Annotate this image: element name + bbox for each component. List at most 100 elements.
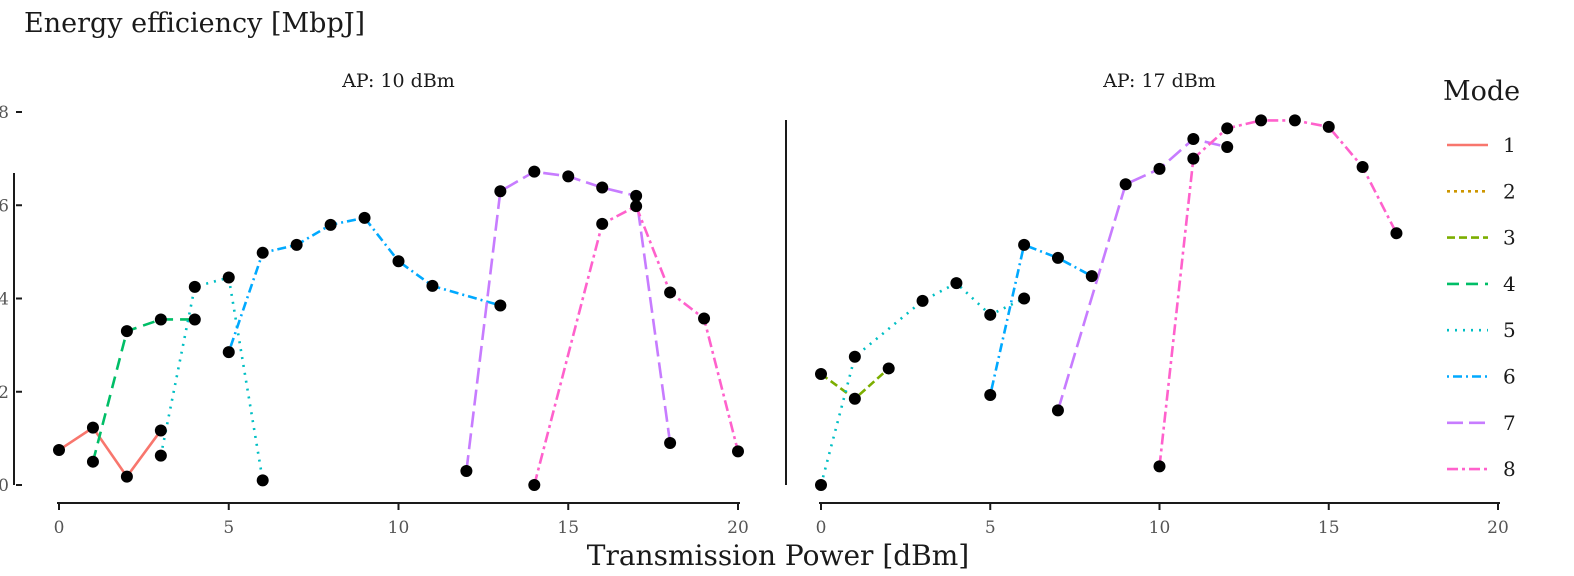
data-point-mode-6	[358, 211, 371, 224]
series-line-mode-4	[91, 318, 195, 463]
data-point-mode-8	[1322, 120, 1335, 133]
data-point-mode-7	[1187, 133, 1200, 146]
x-tick-label: 15	[1318, 518, 1340, 538]
data-point-mode-6	[1051, 251, 1064, 264]
data-point-mode-8	[596, 217, 609, 230]
data-point-mode-4	[154, 313, 167, 326]
series-line-mode-6	[988, 243, 1093, 396]
panel-strip-label: AP: 10 dBm	[341, 70, 455, 92]
y-tick-label: 8	[0, 103, 9, 123]
data-point-mode-7	[528, 165, 541, 178]
data-point-mode-6	[222, 346, 235, 359]
data-point-mode-5	[256, 474, 269, 487]
x-tick-label: 10	[1149, 518, 1171, 538]
data-point-mode-8	[1153, 460, 1166, 473]
x-tick-label: 10	[388, 518, 410, 538]
x-tick-label: 15	[557, 518, 579, 538]
data-point-mode-8	[1255, 114, 1268, 127]
legend-label-mode-5: 5	[1503, 318, 1516, 342]
data-point-mode-7	[460, 465, 473, 478]
legend-title: Mode	[1443, 76, 1521, 107]
panel-strip-label: AP: 17 dBm	[1102, 70, 1216, 92]
data-point-mode-5	[916, 294, 929, 307]
data-point-mode-5	[950, 277, 963, 290]
series-line-mode-8	[533, 204, 740, 486]
data-point-mode-8	[1187, 152, 1200, 165]
data-point-mode-8	[1288, 114, 1301, 127]
legend-label-mode-1: 1	[1503, 133, 1516, 157]
data-point-mode-6	[426, 279, 439, 292]
x-tick-label: 5	[985, 518, 996, 538]
data-point-mode-6	[494, 299, 507, 312]
data-point-mode-7	[562, 170, 575, 183]
data-point-mode-5	[154, 449, 167, 462]
x-axis-title: Transmission Power [dBm]	[586, 539, 970, 572]
legend-label-mode-6: 6	[1503, 365, 1516, 389]
data-point-mode-7	[630, 189, 643, 202]
data-point-mode-6	[1018, 238, 1031, 251]
data-point-mode-8	[698, 312, 711, 325]
x-tick-label: 0	[816, 518, 827, 538]
data-point-mode-5	[984, 308, 997, 321]
data-point-mode-5	[188, 280, 201, 293]
legend: 1 2 3 4 5 6 7 8	[1447, 133, 1516, 481]
y-tick-label: 0	[0, 476, 9, 496]
x-tick-label: 20	[727, 518, 749, 538]
legend-label-mode-3: 3	[1503, 226, 1516, 250]
series-line-mode-8	[1158, 119, 1398, 467]
data-point-mode-3	[815, 368, 827, 381]
data-point-mode-8	[528, 479, 541, 491]
data-point-mode-3	[882, 362, 895, 375]
data-point-mode-1	[53, 444, 65, 457]
series-line-mode-5	[159, 275, 264, 481]
x-tick-label: 20	[1487, 518, 1509, 538]
data-point-mode-5	[848, 350, 861, 363]
data-point-mode-4	[188, 313, 201, 326]
series-line-mode-7	[1056, 137, 1228, 411]
data-point-mode-5	[815, 479, 827, 491]
data-point-mode-8	[1356, 161, 1369, 174]
data-point-mode-6	[290, 238, 303, 251]
data-point-mode-7	[596, 181, 609, 194]
data-point-mode-5	[222, 271, 235, 284]
series-line-mode-1	[58, 425, 162, 479]
legend-label-mode-8: 8	[1503, 457, 1516, 481]
legend-label-mode-2: 2	[1503, 179, 1516, 203]
data-point-mode-7	[1153, 162, 1166, 175]
y-tick-label: 6	[0, 196, 9, 216]
legend-label-mode-4: 4	[1503, 272, 1516, 296]
series-line-mode-6	[227, 216, 501, 353]
data-point-mode-8	[664, 286, 677, 299]
y-tick-label: 4	[0, 290, 9, 310]
data-point-mode-7	[1051, 404, 1064, 417]
data-point-mode-6	[324, 218, 337, 231]
data-point-mode-4	[86, 455, 99, 468]
data-point-mode-7	[1221, 140, 1234, 153]
chart-title: Energy efficiency [MbpJ]	[24, 8, 366, 39]
data-point-mode-6	[256, 246, 269, 259]
data-point-mode-6	[1085, 270, 1098, 283]
panel-2: AP: 17 dBm 0 5 10 15 20	[815, 70, 1509, 538]
panel-1: AP: 10 dBm 0 5 10 15 20	[53, 70, 749, 538]
data-point-mode-3	[848, 392, 861, 405]
data-point-mode-6	[392, 255, 405, 268]
data-point-mode-4	[120, 325, 133, 338]
data-point-mode-7	[664, 437, 677, 450]
legend-label-mode-7: 7	[1503, 411, 1516, 435]
data-point-mode-1	[120, 470, 133, 483]
data-point-mode-5	[1018, 292, 1031, 305]
y-tick-label: 2	[0, 383, 9, 403]
data-point-mode-8	[1390, 227, 1403, 240]
data-point-mode-1	[86, 421, 99, 434]
data-point-mode-8	[732, 445, 744, 458]
data-point-mode-1	[154, 424, 167, 437]
x-tick-label: 0	[54, 518, 65, 538]
data-point-mode-8	[630, 200, 643, 213]
data-point-mode-7	[1119, 178, 1132, 191]
x-tick-label: 5	[223, 518, 234, 538]
y-axis: 0 2 4 6 8	[0, 103, 22, 496]
data-point-mode-8	[1221, 122, 1234, 135]
data-point-mode-6	[984, 389, 997, 402]
data-point-mode-7	[494, 185, 507, 198]
